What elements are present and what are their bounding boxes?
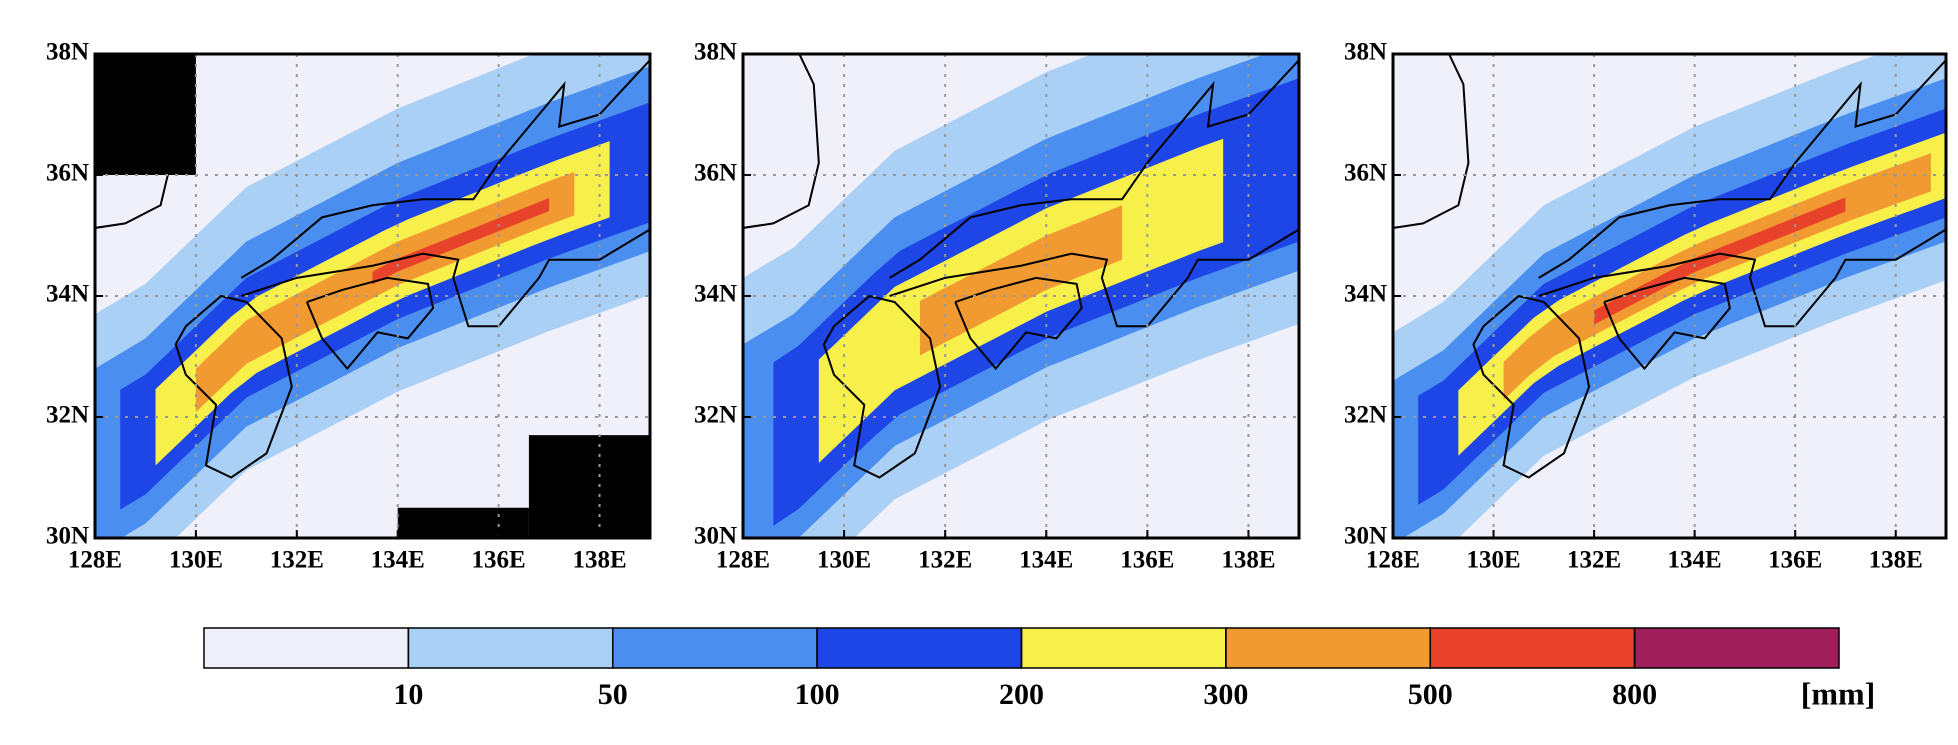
- coastline: [1603, 276, 1731, 371]
- missing-data-mask: [95, 54, 196, 175]
- x-tick-label: 134E: [371, 547, 425, 574]
- coastline: [1472, 294, 1591, 479]
- map-frame: [93, 52, 652, 540]
- map-frame: [1391, 52, 1948, 540]
- y-tick-label: 32N: [694, 402, 737, 429]
- map-panel: [1393, 54, 1946, 538]
- colorbar-label: 300: [1203, 678, 1248, 711]
- colorbar-label: 10: [393, 678, 423, 711]
- colorbar-label: 200: [999, 678, 1044, 711]
- coastline: [889, 59, 1299, 279]
- y-tick-label: 36N: [46, 160, 89, 187]
- coastline: [95, 54, 172, 229]
- y-tick-label: 30N: [46, 523, 89, 550]
- y-tick-label: 36N: [1344, 160, 1387, 187]
- colorbar-box: [1429, 627, 1636, 669]
- y-tick-label: 30N: [1344, 523, 1387, 550]
- x-tick-label: 138E: [1221, 547, 1275, 574]
- y-tick-label: 38N: [46, 39, 89, 66]
- y-tick-label: 34N: [1344, 281, 1387, 308]
- x-tick-label: 136E: [1120, 547, 1174, 574]
- coastline: [241, 228, 650, 328]
- coastline: [1538, 228, 1946, 328]
- x-tick-label: 132E: [270, 547, 324, 574]
- rain-area: [1594, 197, 1846, 325]
- x-tick-label: 128E: [716, 547, 770, 574]
- colorbar-box: [612, 627, 818, 669]
- x-tick-label: 128E: [1366, 547, 1420, 574]
- coastline: [174, 294, 293, 479]
- x-tick-label: 130E: [817, 547, 871, 574]
- colorbar-box: [1225, 627, 1431, 669]
- colorbar-label: 100: [795, 678, 840, 711]
- colorbar-label: 50: [598, 678, 628, 711]
- colorbar-label: 500: [1408, 678, 1453, 711]
- coastline: [889, 228, 1299, 328]
- colorbar-unit: [mm]: [1801, 675, 1876, 711]
- rain-area: [919, 205, 1123, 356]
- colorbar-box: [203, 627, 410, 669]
- coastline: [743, 54, 820, 229]
- y-tick-label: 38N: [1344, 39, 1387, 66]
- coastline: [305, 276, 435, 371]
- colorbar-box: [1633, 627, 1840, 669]
- x-tick-label: 132E: [1567, 547, 1621, 574]
- x-tick-label: 134E: [1668, 547, 1722, 574]
- y-tick-label: 34N: [694, 281, 737, 308]
- x-tick-label: 138E: [1869, 547, 1923, 574]
- y-tick-label: 34N: [46, 281, 89, 308]
- x-tick-label: 130E: [1466, 547, 1520, 574]
- colorbar-box: [407, 627, 614, 669]
- x-tick-label: 136E: [472, 547, 526, 574]
- x-tick-label: 136E: [1768, 547, 1822, 574]
- x-tick-label: 134E: [1019, 547, 1073, 574]
- x-tick-label: 138E: [572, 547, 626, 574]
- coastline: [1538, 59, 1946, 279]
- y-tick-label: 32N: [46, 402, 89, 429]
- coastline: [954, 276, 1083, 371]
- y-tick-label: 32N: [1344, 402, 1387, 429]
- colorbar-box: [1020, 627, 1227, 669]
- coastline: [240, 59, 650, 279]
- coastline: [1393, 54, 1470, 229]
- y-tick-label: 36N: [694, 160, 737, 187]
- map-frame: [741, 52, 1301, 540]
- y-tick-label: 30N: [694, 523, 737, 550]
- missing-data-mask: [397, 507, 529, 538]
- missing-data-mask: [528, 435, 650, 538]
- colorbar-label: 800: [1612, 678, 1657, 711]
- y-tick-label: 38N: [694, 39, 737, 66]
- x-tick-label: 130E: [169, 547, 223, 574]
- map-panel: [743, 54, 1299, 538]
- x-tick-label: 128E: [68, 547, 122, 574]
- rain-area: [372, 197, 550, 285]
- coastline: [822, 294, 942, 479]
- x-tick-label: 132E: [918, 547, 972, 574]
- colorbar-box: [816, 627, 1023, 669]
- map-panel: [95, 54, 650, 538]
